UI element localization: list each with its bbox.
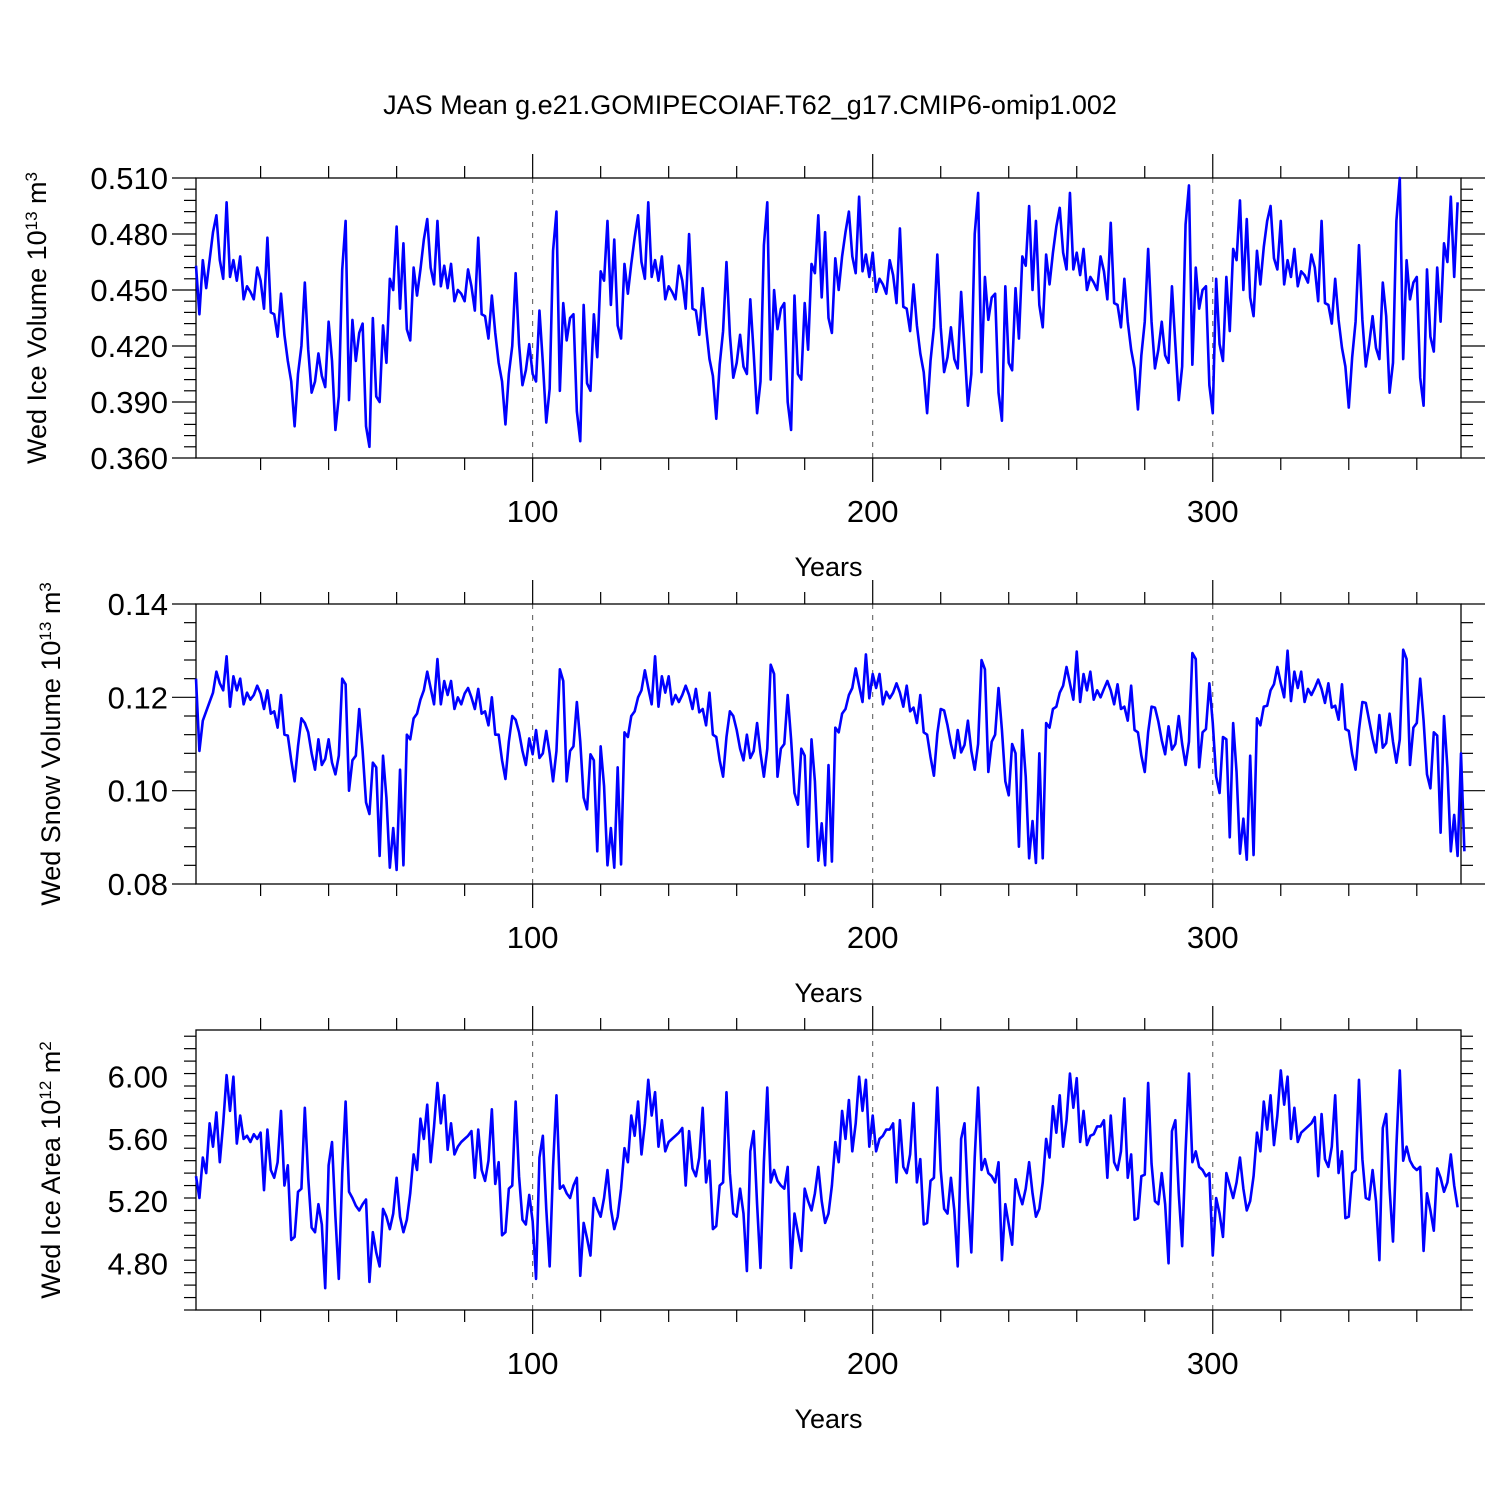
ice-volume-y-axis-title-ylabel-main: Wed Ice Volume 10 (22, 230, 52, 464)
snow-volume-x-tick-label: 300 (1187, 920, 1239, 955)
ice-volume-plot-frame (195, 177, 1462, 459)
ice-area-y-axis-title-ylabel-main: Wed Ice Area 10 (36, 1100, 66, 1299)
snow-volume-y-tick-label: 0.10 (108, 774, 168, 809)
ice-volume-y-axis-title-ylabel-exp: 13 (22, 211, 41, 230)
ice-area-y-axis-title: Wed Ice Area 1012 m2 (36, 1041, 67, 1299)
ice-area-y-tick-label: 5.60 (108, 1122, 168, 1157)
snow-volume-x-tick-label: 200 (847, 920, 899, 955)
ice-area-x-axis-title: Years (794, 1404, 862, 1434)
ice-volume-x-tick-label: 100 (507, 494, 559, 529)
ice-area-plot-frame (195, 1029, 1462, 1311)
ice-volume-y-tick-label: 0.390 (90, 385, 168, 420)
ice-volume-y-tick-label: 0.450 (90, 273, 168, 308)
ice-area-y-tick-label: 4.80 (108, 1246, 168, 1281)
snow-volume-y-tick-label: 0.08 (108, 867, 168, 902)
snow-volume-y-axis-title-ylabel-main: Wed Snow Volume 10 (36, 641, 66, 906)
ice-area-x-tick-label: 200 (847, 1346, 899, 1381)
snow-volume-x-tick-label: 100 (507, 920, 559, 955)
ice-area-y-tick-label: 5.20 (108, 1184, 168, 1219)
snow-volume-y-axis-title-ylabel-exp: 13 (36, 622, 55, 641)
ice-volume-x-tick-label: 200 (847, 494, 899, 529)
ice-volume-y-tick-label: 0.510 (90, 161, 168, 196)
snow-volume-y-tick-label: 0.14 (108, 587, 168, 622)
ice-volume-y-axis-title-ylabel-unit: m (22, 181, 52, 211)
snow-volume-y-axis-title: Wed Snow Volume 1013 m3 (36, 582, 67, 906)
ice-volume-x-axis-title: Years (794, 552, 862, 582)
snow-volume-plot-frame (195, 603, 1462, 885)
ice-volume-y-axis-title-ylabel-unit-exp: 3 (22, 172, 41, 181)
snow-volume-y-axis-title-ylabel-unit-exp: 3 (36, 582, 55, 591)
ice-area-x-tick-label: 100 (507, 1346, 559, 1381)
ice-area-series-line (194, 1069, 1459, 1290)
snow-volume-x-axis-title: Years (794, 978, 862, 1008)
snow-volume-series-line (194, 648, 1466, 872)
snow-volume-y-axis-title-ylabel-unit: m (36, 592, 66, 622)
ice-area-y-axis-title-ylabel-unit: m (36, 1051, 66, 1081)
ice-area-y-tick-label: 6.00 (108, 1060, 168, 1095)
ice-volume-y-tick-label: 0.420 (90, 329, 168, 364)
panel-ice-volume: 100 200 300 0.360 0.390 0.420 0.450 0.480 0.510 Y… (22, 154, 1485, 582)
panel-snow-volume: 100 200 300 0.08 0.10 0.12 0.14 Years Wed Snow V… (36, 580, 1485, 1008)
snow-volume-y-tick-label: 0.12 (108, 680, 168, 715)
ice-volume-y-tick-label: 0.480 (90, 217, 168, 252)
ice-volume-y-tick-label: 0.360 (90, 441, 168, 476)
ice-area-y-axis-title-ylabel-unit-exp: 2 (36, 1041, 55, 1050)
chart-title: JAS Mean g.e21.GOMIPECOIAF.T62_g17.CMIP6… (383, 90, 1117, 120)
ice-area-x-tick-label: 300 (1187, 1346, 1239, 1381)
ice-volume-x-tick-label: 300 (1187, 494, 1239, 529)
panel-ice-area: 100 200 300 4.80 5.20 5.60 6.00 Years Wed Ice Ar… (36, 1006, 1473, 1434)
ice-area-y-axis-title-ylabel-exp: 12 (36, 1081, 55, 1100)
ice-volume-series-line (194, 176, 1459, 449)
ice-volume-y-axis-title: Wed Ice Volume 1013 m3 (22, 172, 53, 464)
